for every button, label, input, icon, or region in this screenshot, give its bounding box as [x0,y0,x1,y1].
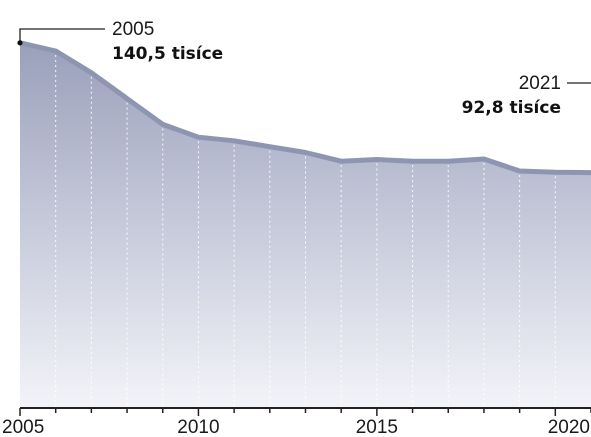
annotation-value: 92,8 tisíce [462,98,561,118]
annotation-marker [17,40,22,45]
x-tick-label: 2015 [356,417,398,437]
x-tick-label: 2020 [548,417,590,437]
x-tick-label: 2010 [177,417,219,437]
annotation-value: 140,5 tisíce [112,44,223,64]
annotation-year: 2005 [112,19,154,40]
annotation-leader [20,29,105,43]
x-tick-labels: 2005 2010 2015 2020 [2,417,590,437]
x-ticks [20,408,591,416]
annotation-year: 2021 [519,73,561,94]
x-tick-label: 2005 [2,417,44,437]
